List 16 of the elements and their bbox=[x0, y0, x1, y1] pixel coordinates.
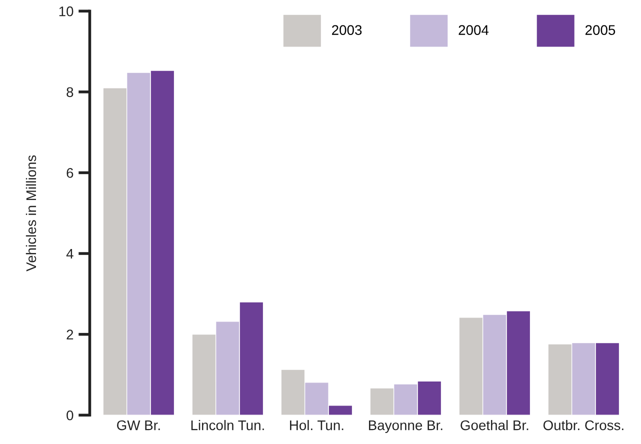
x-tick-label: Bayonne Br. bbox=[368, 420, 442, 433]
y-tick-label: 2 bbox=[66, 330, 74, 340]
legend-label: 2004 bbox=[458, 25, 489, 35]
x-tick-label: Goethal Br. bbox=[460, 420, 528, 430]
x-tick-label: Hol. Tun. bbox=[290, 420, 344, 430]
x-tick-label: GW Br. bbox=[117, 420, 160, 430]
legend-label: 2005 bbox=[585, 25, 616, 35]
x-tick-label: Outbr. Cross. bbox=[543, 420, 624, 430]
y-axis-title: Vehicles in Millions bbox=[26, 155, 36, 272]
y-tick-label: 8 bbox=[66, 87, 74, 98]
legend-label: 2003 bbox=[332, 25, 362, 35]
y-tick-label: 4 bbox=[66, 249, 74, 259]
y-tick-label: 6 bbox=[66, 168, 74, 178]
y-tick-label: 0 bbox=[66, 410, 74, 420]
y-tick-label: 10 bbox=[59, 6, 74, 16]
x-tick-label: Lincoln Tun. bbox=[191, 420, 264, 430]
